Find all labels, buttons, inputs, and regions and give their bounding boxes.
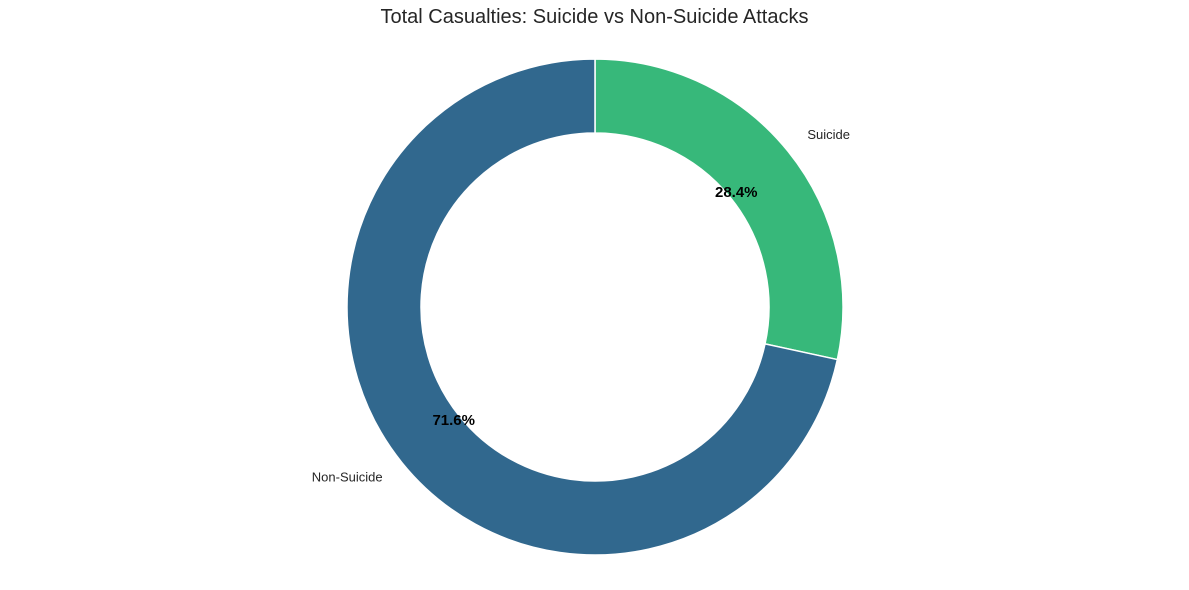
slice-non-suicide [346,58,839,556]
slice-label-non-suicide: Non-Suicide [312,470,383,485]
slice-percent-non-suicide: 71.6% [432,412,475,429]
donut-labels: Suicide 28.4% Non-Suicide 71.6% [312,127,850,484]
slice-percent-suicide: 28.4% [715,184,758,201]
donut-slices [346,58,844,556]
slice-suicide [594,58,844,361]
slice-label-suicide: Suicide [807,127,850,142]
chart-title: Total Casualties: Suicide vs Non-Suicide… [380,6,809,28]
